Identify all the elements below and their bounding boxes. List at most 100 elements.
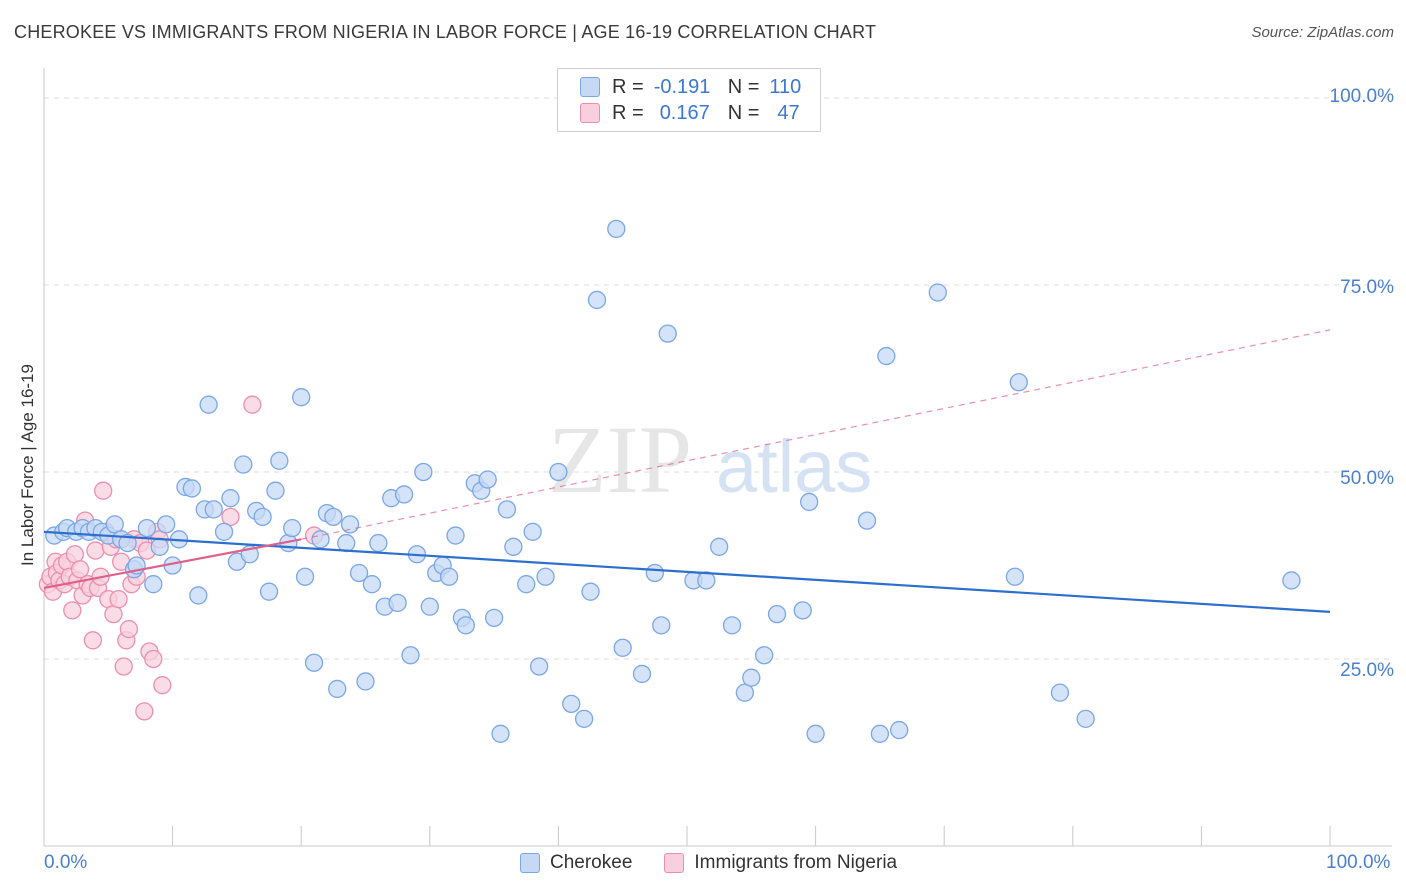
- cherokee-point: [401, 646, 420, 665]
- cherokee-point: [870, 724, 890, 743]
- cherokee-point: [369, 533, 388, 553]
- cherokee-point: [221, 489, 240, 508]
- legend-row-cherokee: R = -0.191 N = 110: [580, 74, 801, 100]
- cherokee-trend-line: [43, 530, 1331, 613]
- cherokee-point: [491, 724, 510, 743]
- y-tick-label: 50.0%: [1340, 468, 1394, 489]
- cherokee-point: [304, 653, 324, 672]
- cherokee-point: [742, 668, 761, 687]
- cherokee-point: [337, 533, 356, 553]
- cherokee-point: [349, 563, 369, 583]
- x-tick-label-min: 0.0%: [44, 852, 88, 873]
- legend-item-cherokee[interactable]: Cherokee: [520, 852, 632, 874]
- cherokee-point: [800, 492, 819, 512]
- cherokee-point: [1076, 709, 1095, 728]
- cherokee-point: [118, 533, 137, 553]
- cherokee-point: [574, 709, 594, 728]
- cherokee-point: [283, 518, 302, 538]
- cherokee-point: [1282, 571, 1301, 590]
- trend-lines: [43, 329, 1331, 613]
- cherokee-point: [529, 657, 549, 676]
- cherokee-point: [549, 462, 568, 482]
- nigeria-point: [153, 676, 172, 695]
- n-value-nigeria: 47: [777, 101, 800, 124]
- source-credit: Source: ZipAtlas.com: [1251, 24, 1394, 41]
- nigeria-trend-line: [43, 538, 302, 590]
- cherokee-point: [189, 586, 208, 605]
- cherokee-point: [1050, 683, 1070, 702]
- nigeria-point: [94, 481, 113, 500]
- cherokee-point: [1005, 567, 1025, 586]
- nigeria-point: [70, 560, 90, 579]
- r-value-cherokee: -0.191: [653, 75, 711, 98]
- cherokee-point: [581, 582, 600, 601]
- cherokee-point: [484, 608, 504, 628]
- cherokee-point: [362, 575, 382, 594]
- cherokee-point: [613, 638, 632, 657]
- cherokee-point: [523, 522, 542, 541]
- cherokee-point: [340, 515, 360, 534]
- cherokee-point: [137, 518, 157, 538]
- cherokee-point: [144, 575, 163, 594]
- nigeria-point: [63, 601, 82, 620]
- cherokee-point: [652, 616, 671, 635]
- cherokee-point: [414, 462, 433, 482]
- cherokee-point: [478, 470, 497, 489]
- cherokee-legend-swatch-icon: [520, 853, 540, 873]
- cherokee-point: [767, 604, 787, 624]
- nigeria-point: [243, 395, 262, 414]
- n-value-cherokee: 110: [769, 75, 802, 98]
- y-tick-label: 75.0%: [1340, 277, 1394, 298]
- nigeria-point: [119, 619, 139, 639]
- y-tick-label: 100.0%: [1329, 86, 1394, 107]
- cherokee-point: [504, 537, 523, 556]
- series-legend: Cherokee Immigrants from Nigeria: [520, 852, 929, 874]
- cherokee-point: [806, 724, 825, 743]
- cherokee-point: [456, 616, 475, 635]
- cherokee-point: [259, 582, 279, 601]
- legend-label-nigeria: Immigrants from Nigeria: [694, 852, 898, 873]
- cherokee-point: [150, 537, 169, 556]
- nigeria-point: [114, 657, 133, 676]
- cherokee-point: [877, 346, 896, 366]
- legend-item-nigeria[interactable]: Immigrants from Nigeria: [664, 852, 897, 874]
- cherokee-point: [1009, 373, 1028, 392]
- cherokee-point: [266, 481, 285, 500]
- n-label: N =: [727, 101, 760, 124]
- cherokee-point: [356, 672, 375, 691]
- y-tick-label: 25.0%: [1340, 660, 1394, 681]
- cherokee-point: [292, 388, 311, 407]
- cherokee-point: [253, 507, 272, 527]
- nigeria-point: [86, 541, 105, 560]
- correlation-legend: R = -0.191 N = 110 R = 0.167 N = 47: [557, 68, 821, 132]
- nigeria-point: [83, 631, 103, 650]
- cherokee-point: [204, 500, 223, 519]
- cherokee-point: [157, 515, 176, 534]
- cherokee-point: [710, 537, 729, 556]
- watermark: ZIP atlas: [548, 406, 872, 513]
- cherokee-point: [793, 601, 812, 620]
- series-cherokee-points: [45, 219, 1301, 743]
- legend-row-nigeria: R = 0.167 N = 47: [580, 100, 800, 126]
- nigeria-point: [144, 649, 163, 669]
- cherokee-point: [324, 507, 343, 527]
- cherokee-point: [722, 616, 742, 635]
- cherokee-point: [388, 593, 407, 613]
- cherokee-point: [182, 479, 202, 498]
- nigeria-point: [135, 702, 154, 721]
- cherokee-point: [439, 567, 459, 586]
- cherokee-point: [295, 567, 315, 586]
- cherokee-point: [857, 511, 877, 530]
- cherokee-point: [311, 530, 330, 549]
- cherokee-point: [446, 526, 465, 545]
- cherokee-point: [755, 646, 774, 665]
- cherokee-point: [536, 567, 555, 586]
- watermark-atlas: atlas: [716, 425, 872, 508]
- cherokee-point: [607, 219, 626, 239]
- watermark-zip: ZIP: [548, 406, 692, 513]
- cherokee-point: [890, 720, 909, 740]
- legend-label-cherokee: Cherokee: [550, 852, 633, 873]
- cherokee-point: [928, 283, 947, 302]
- cherokee-point: [420, 597, 439, 616]
